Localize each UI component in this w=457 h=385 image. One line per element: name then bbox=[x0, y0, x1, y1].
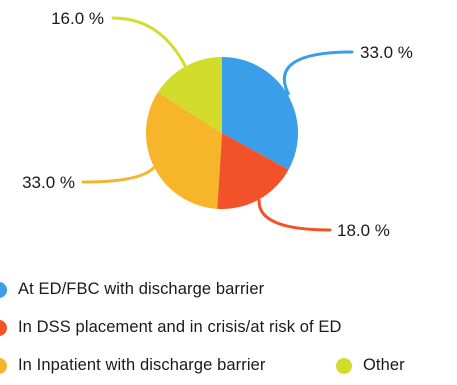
pie-slice-other[interactable] bbox=[157, 57, 222, 133]
leader-lines bbox=[81, 16, 354, 232]
legend-swatch-ed-fbc bbox=[0, 281, 7, 298]
legend-item-inpatient[interactable]: In Inpatient with discharge barrier bbox=[0, 356, 265, 375]
leader-line-ed-fbc bbox=[282, 50, 354, 96]
legend-label-inpatient: In Inpatient with discharge barrier bbox=[18, 356, 266, 374]
legend-swatch-inpatient bbox=[0, 357, 7, 374]
pie-chart: 33.0 % 18.0 % 33.0 % 16.0 % bbox=[22, 9, 413, 240]
pie-slice-inpatient[interactable] bbox=[146, 92, 222, 209]
leader-line-dss bbox=[257, 199, 332, 232]
slice-label-other: 16.0 % bbox=[51, 9, 104, 28]
leader-line-inpatient bbox=[81, 166, 155, 184]
legend-label-other: Other bbox=[363, 356, 405, 374]
slice-label-inpatient: 33.0 % bbox=[22, 173, 75, 192]
legend-label-ed-fbc: At ED/FBC with discharge barrier bbox=[18, 280, 265, 298]
pie-slice-dss[interactable] bbox=[217, 133, 289, 209]
slice-labels: 33.0 % 18.0 % 33.0 % 16.0 % bbox=[22, 9, 413, 240]
slice-label-ed-fbc: 33.0 % bbox=[360, 43, 413, 62]
slice-label-dss: 18.0 % bbox=[337, 221, 390, 240]
legend-swatch-other bbox=[336, 357, 352, 374]
legend-swatch-dss bbox=[0, 319, 7, 336]
pie-slices bbox=[146, 57, 298, 209]
legend-item-dss[interactable]: In DSS placement and in crisis/at risk o… bbox=[0, 318, 342, 337]
legend-item-ed-fbc[interactable]: At ED/FBC with discharge barrier bbox=[0, 280, 264, 299]
pie-slice-ed-fbc[interactable] bbox=[222, 57, 298, 170]
legend-label-dss: In DSS placement and in crisis/at risk o… bbox=[18, 318, 342, 336]
leader-line-other bbox=[111, 16, 187, 67]
legend-item-other[interactable]: Other bbox=[336, 356, 405, 375]
